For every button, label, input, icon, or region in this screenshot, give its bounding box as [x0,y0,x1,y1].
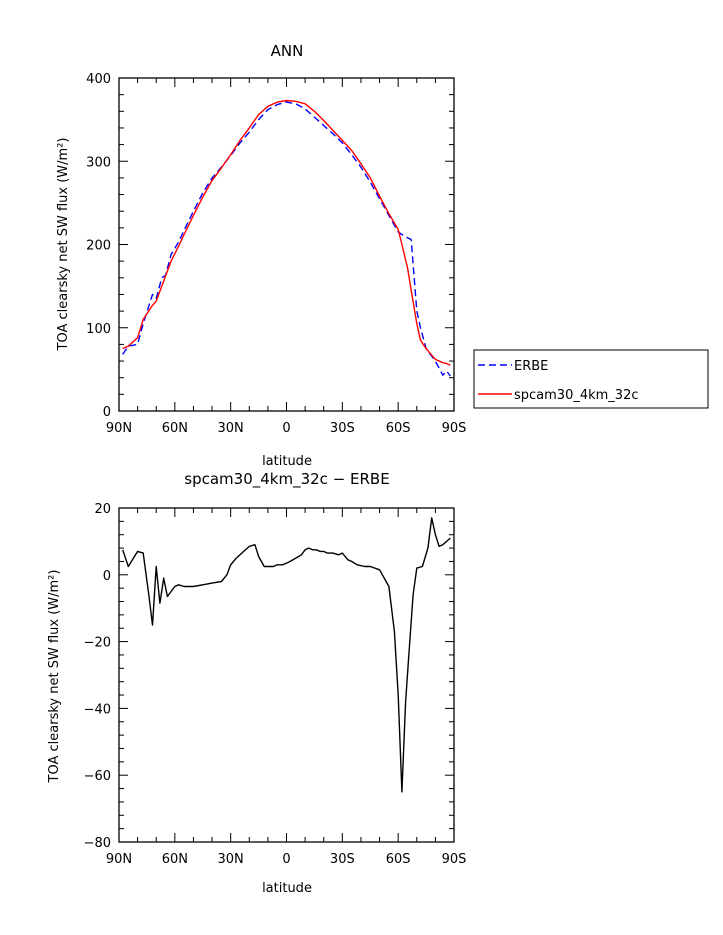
bot-x-tick-label: 60S [386,852,411,867]
top-series-line-erbe [122,101,451,377]
bot-x-tick-label: 0 [282,852,290,867]
bot-series-line-0 [122,517,451,793]
bottom-chart-x-axis-label: latitude [262,881,312,896]
bottom-chart-title: spcam30_4km_32c − ERBE [184,470,389,489]
bot-x-tick-label: 90N [106,852,132,867]
bot-x-tick-label: 30S [330,852,355,867]
top-x-tick-label: 30N [218,421,244,436]
legend-box [473,349,709,409]
top-y-tick-label: 200 [86,239,111,254]
top-x-tick-label: 90N [106,421,132,436]
top-chart-x-tick-labels: 90N 60N 30N 0 30S 60S 90S [106,421,467,436]
bottom-chart-y-axis-label: TOA clearsky net SW flux (W/m²) [47,570,62,784]
top-chart-legend: ERBE spcam30_4km_32c [473,349,709,409]
bot-x-tick-label: 30N [218,852,244,867]
bot-y-tick-label: 0 [103,569,111,584]
bottom-chart-x-tick-labels: 90N 60N 30N 0 30S 60S 90S [106,852,467,867]
top-plot-frame [118,77,455,412]
top-chart-x-axis-label: latitude [262,454,312,469]
bot-x-tick-label: 90S [442,852,467,867]
top-chart: ANN 90N 60N 30N 0 30S 60S 90S 0 100 200 300 400 la… [56,42,709,469]
bot-y-tick-label: 20 [94,502,111,517]
bot-y-tick-label: −60 [84,769,111,784]
top-x-tick-label: 60N [162,421,188,436]
top-y-tick-label: 0 [103,405,111,420]
top-chart-plot-area [118,77,455,412]
top-x-tick-label: 30S [330,421,355,436]
top-x-tick-label: 90S [442,421,467,436]
bottom-chart-y-tick-labels: −80 −60 −40 −20 0 20 [84,502,111,851]
bot-y-tick-label: −20 [84,636,111,651]
top-chart-series [122,99,451,377]
top-chart-y-tick-labels: 0 100 200 300 400 [86,72,111,420]
bottom-chart-series [122,517,451,793]
top-y-tick-label: 400 [86,72,111,87]
legend-entry-label: spcam30_4km_32c [514,388,639,403]
top-y-tick-label: 100 [86,322,111,337]
bottom-chart: spcam30_4km_32c − ERBE 90N 60N 30N 0 30S 60S 9… [47,470,466,896]
legend-entry-label: ERBE [514,359,548,374]
bot-x-tick-label: 60N [162,852,188,867]
top-series-line-spcam30-4km-32c [122,99,451,366]
top-x-tick-label: 60S [386,421,411,436]
bottom-chart-plot-area [118,507,455,843]
top-x-tick-label: 0 [282,421,290,436]
top-y-tick-label: 300 [86,155,111,170]
top-chart-title: ANN [271,42,304,60]
top-chart-y-axis-label: TOA clearsky net SW flux (W/m²) [56,138,71,352]
bot-y-tick-label: −40 [84,702,111,717]
bot-y-tick-label: −80 [84,836,111,851]
bot-plot-frame [118,507,455,843]
